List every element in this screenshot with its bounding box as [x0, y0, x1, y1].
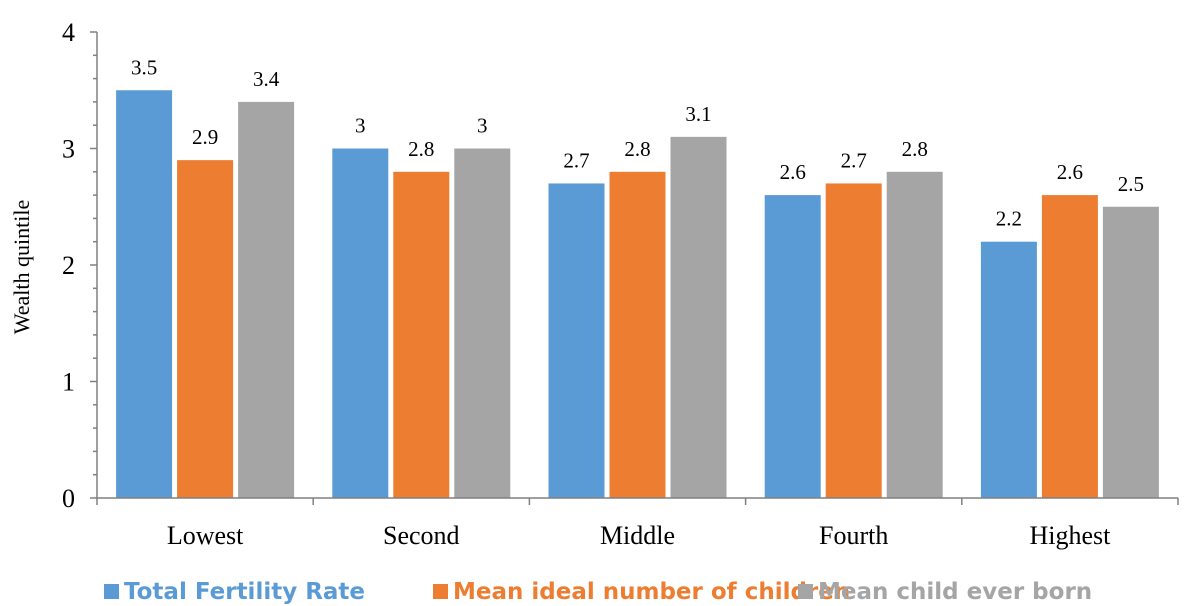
- y-tick-label: 4: [62, 18, 75, 47]
- y-tick-label: 2: [62, 251, 75, 280]
- bar-mean-ideal-number-of-children-highest: [1041, 195, 1098, 498]
- bar-total-fertility-rate-middle: [548, 183, 605, 498]
- bar-mean-child-ever-born-second: [454, 148, 511, 498]
- legend-swatch: [433, 584, 448, 599]
- data-label: 2.8: [902, 137, 928, 161]
- data-label: 2.7: [841, 148, 867, 172]
- legend-swatch: [798, 584, 813, 599]
- data-label: 2.8: [624, 137, 650, 161]
- data-label: 2.8: [408, 137, 434, 161]
- bar-total-fertility-rate-highest: [980, 241, 1037, 498]
- bar-mean-ideal-number-of-children-fourth: [825, 183, 882, 498]
- legend: Total Fertility Rate Mean ideal number of…: [104, 579, 1092, 605]
- bar-total-fertility-rate-lowest: [116, 90, 173, 498]
- legend-label: Mean ideal number of children: [453, 579, 850, 605]
- legend-swatch: [104, 584, 119, 599]
- data-label: 2.2: [996, 207, 1022, 231]
- data-label: 2.6: [1057, 160, 1083, 184]
- data-label: 3: [355, 114, 366, 138]
- bar-mean-child-ever-born-middle: [670, 136, 727, 498]
- y-tick-label: 0: [62, 484, 75, 513]
- data-label: 2.6: [780, 160, 806, 184]
- bar-mean-ideal-number-of-children-lowest: [177, 160, 234, 498]
- bar-total-fertility-rate-second: [332, 148, 389, 498]
- bar-mean-child-ever-born-fourth: [886, 171, 943, 499]
- x-tick-label: Second: [383, 521, 460, 550]
- data-label: 3: [477, 114, 488, 138]
- data-label: 3.1: [685, 102, 711, 126]
- data-label: 3.5: [131, 55, 157, 79]
- data-label: 2.7: [563, 148, 589, 172]
- bar-mean-child-ever-born-lowest: [238, 101, 295, 499]
- bar-mean-ideal-number-of-children-second: [393, 171, 450, 499]
- plot-area: 3.5 2.9 3.4 Lowest 3 2.8 3 Second 2.7 2.8 3.1 Middl…: [62, 18, 1179, 550]
- data-label: 3.4: [253, 67, 280, 91]
- x-tick-label: Fourth: [819, 521, 888, 550]
- data-label: 2.5: [1118, 172, 1144, 196]
- bar-total-fertility-rate-fourth: [764, 195, 821, 498]
- bar-mean-child-ever-born-highest: [1102, 206, 1159, 498]
- data-label: 2.9: [192, 125, 218, 149]
- bar-mean-ideal-number-of-children-middle: [609, 171, 666, 499]
- legend-label: Mean child ever born: [818, 579, 1092, 605]
- y-axis-title: Wealth quintile: [9, 200, 34, 334]
- x-tick-label: Highest: [1029, 521, 1111, 550]
- y-tick-label: 1: [62, 368, 75, 397]
- y-tick-label: 3: [62, 135, 75, 164]
- x-tick-label: Lowest: [167, 521, 244, 550]
- x-tick-label: Middle: [600, 521, 675, 550]
- legend-label: Total Fertility Rate: [124, 579, 365, 605]
